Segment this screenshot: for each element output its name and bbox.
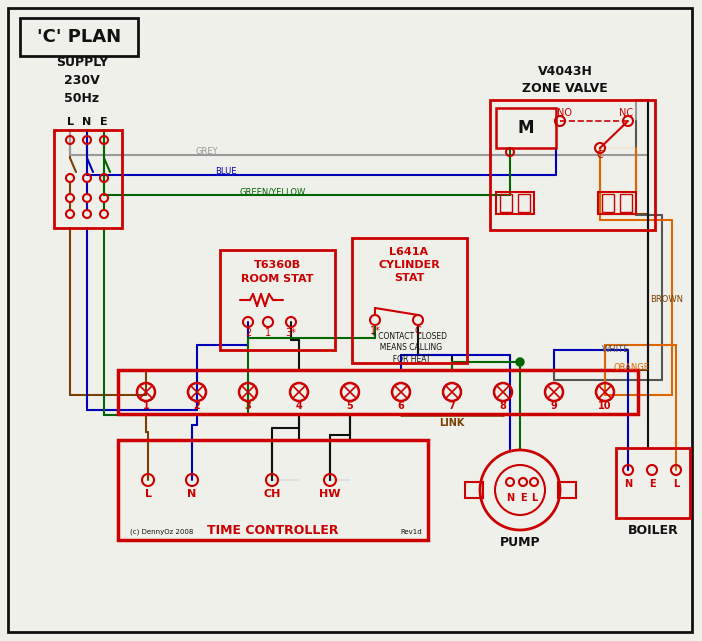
Bar (352, 238, 467, 363)
Text: E: E (649, 479, 655, 489)
Text: L: L (673, 479, 679, 489)
Text: HW: HW (319, 489, 340, 499)
Bar (220, 250, 335, 350)
Text: N: N (187, 489, 197, 499)
Text: L: L (67, 117, 74, 127)
Text: T6360B
ROOM STAT: T6360B ROOM STAT (241, 260, 313, 283)
Bar (490, 100, 655, 230)
Text: 2: 2 (245, 328, 251, 338)
Bar (465, 482, 483, 498)
Text: NO: NO (557, 108, 571, 118)
Bar (558, 482, 576, 498)
Bar (500, 194, 512, 212)
Text: TIME CONTROLLER: TIME CONTROLLER (207, 524, 339, 537)
Text: L641A
CYLINDER
STAT: L641A CYLINDER STAT (378, 247, 440, 283)
Text: (c) DennyOz 2008: (c) DennyOz 2008 (130, 529, 193, 535)
Text: SUPPLY
230V
50Hz: SUPPLY 230V 50Hz (56, 56, 108, 104)
Bar (54, 130, 122, 228)
Text: 1: 1 (265, 328, 271, 338)
Text: GREEN/YELLOW: GREEN/YELLOW (240, 188, 306, 197)
Text: M: M (518, 119, 534, 137)
Text: 'C' PLAN: 'C' PLAN (37, 28, 121, 46)
Text: GREY: GREY (195, 147, 218, 156)
Text: 2: 2 (194, 401, 200, 411)
Bar (118, 370, 638, 414)
Text: BLUE: BLUE (215, 167, 237, 176)
Text: BROWN: BROWN (650, 296, 683, 304)
Text: 1*: 1* (369, 326, 380, 336)
Bar (620, 194, 632, 212)
Bar (496, 108, 556, 148)
Text: NC: NC (619, 108, 633, 118)
Text: C: C (415, 326, 421, 336)
Text: 3: 3 (244, 401, 251, 411)
Bar (518, 194, 530, 212)
Text: ORANGE: ORANGE (614, 363, 650, 372)
Text: 3*: 3* (286, 328, 296, 338)
Bar (20, 18, 138, 56)
Text: 8: 8 (500, 401, 506, 411)
Text: LINK: LINK (439, 418, 465, 428)
Text: 5: 5 (347, 401, 353, 411)
Text: L: L (531, 493, 537, 503)
Bar (598, 192, 636, 214)
Text: L: L (145, 489, 152, 499)
Text: 9: 9 (550, 401, 557, 411)
Text: PUMP: PUMP (500, 535, 541, 549)
Text: N: N (506, 493, 514, 503)
Text: Rev1d: Rev1d (400, 529, 422, 535)
Bar (118, 440, 428, 540)
Text: 1: 1 (143, 401, 150, 411)
Text: 7: 7 (449, 401, 456, 411)
Text: WHITE: WHITE (602, 345, 630, 354)
Text: BOILER: BOILER (628, 524, 678, 537)
Bar (616, 448, 690, 518)
Circle shape (516, 358, 524, 366)
Text: C: C (597, 150, 604, 160)
Text: E: E (519, 493, 526, 503)
Bar (602, 194, 614, 212)
Bar (496, 192, 534, 214)
Text: 10: 10 (598, 401, 611, 411)
Text: 4: 4 (296, 401, 303, 411)
Text: * CONTACT CLOSED
  MEANS CALLING
  FOR HEAT: * CONTACT CLOSED MEANS CALLING FOR HEAT (371, 331, 446, 364)
Text: E: E (100, 117, 108, 127)
Text: 6: 6 (397, 401, 404, 411)
Text: V4043H
ZONE VALVE: V4043H ZONE VALVE (522, 65, 608, 95)
Text: N: N (82, 117, 92, 127)
Text: CH: CH (263, 489, 281, 499)
Text: N: N (624, 479, 632, 489)
